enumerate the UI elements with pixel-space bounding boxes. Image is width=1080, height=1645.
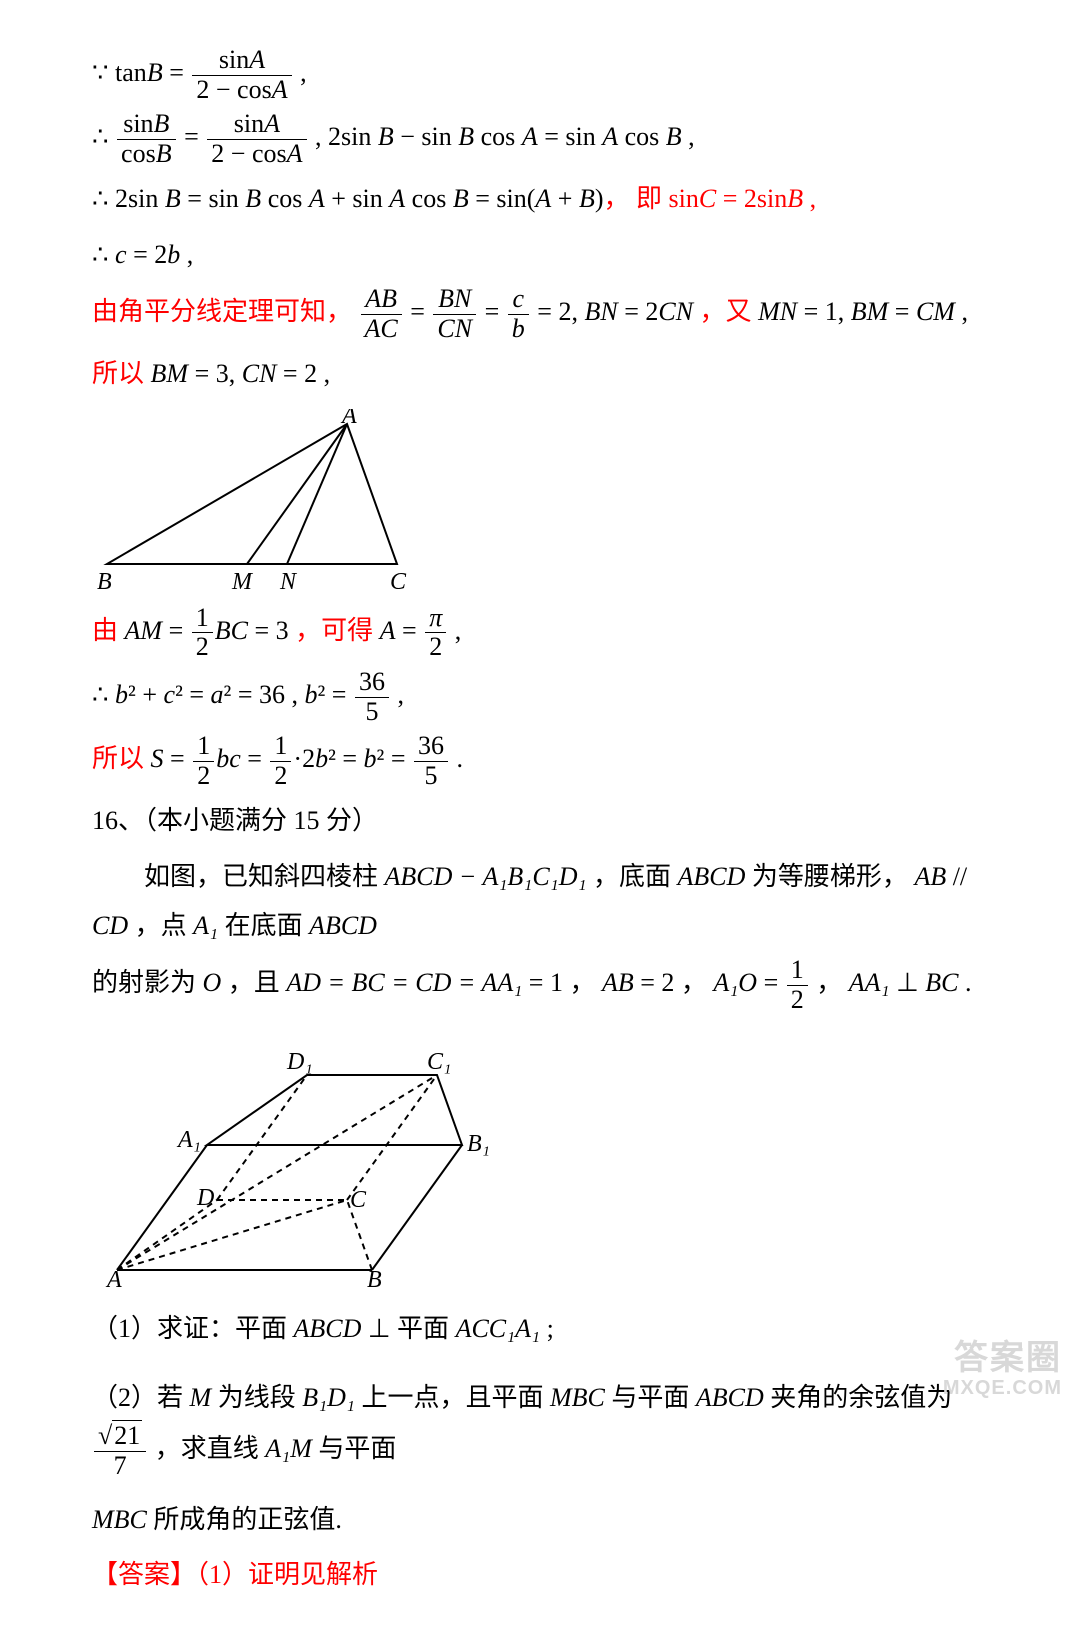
line-12: 的射影为 O ，且 AD = BC = CD = AA₁ = 1 ， AB = … xyxy=(92,956,988,1014)
line-3: ∴ 2sin B = sin B cos A + sin A cos B = s… xyxy=(92,174,988,223)
svg-text:B: B xyxy=(97,569,112,594)
line-9: 所以 S = 12bc = 12·2b² = b² = 365 . xyxy=(92,732,988,790)
line-13: （1）求证：平面 ABCD ⊥ 平面 ACC₁A₁ ; xyxy=(92,1304,988,1353)
line-4: ∴ c = 2b , xyxy=(92,230,988,279)
svg-text:N: N xyxy=(279,569,298,594)
svg-text:C₁: C₁ xyxy=(427,1049,451,1075)
prism-diagram: A B C D A₁ B₁ C₁ D₁ xyxy=(92,1025,492,1290)
line-7: 由 AM = 12BC = 3 ，可得 A = π2 , xyxy=(92,604,988,662)
line-11: 如图，已知斜四棱柱 ABCD − A₁B₁C₁D₁ ，底面 ABCD 为等腰梯形… xyxy=(92,852,988,951)
line-2: ∴ sinBcosB = sinA2 − cosA , 2sin B − sin… xyxy=(92,110,988,168)
line-1: ∵ tanB = sinA2 − cosA , xyxy=(92,46,988,104)
line-15: MBC 所成角的正弦值. xyxy=(92,1495,988,1544)
svg-text:A: A xyxy=(340,409,357,429)
line-6: 所以 BM = 3, CN = 2 , xyxy=(92,349,988,398)
svg-text:A₁: A₁ xyxy=(176,1127,201,1153)
line-14: （2）若 M 为线段 B₁D₁ 上一点，且平面 MBC 与平面 ABCD 夹角的… xyxy=(92,1373,988,1481)
svg-text:B: B xyxy=(367,1267,382,1290)
svg-text:M: M xyxy=(231,569,254,594)
svg-text:D: D xyxy=(196,1185,214,1211)
svg-text:C: C xyxy=(390,569,407,594)
line-5: 由角平分线定理可知， ABAC = BNCN = cb = 2, BN = 2C… xyxy=(92,285,988,343)
math-solution-page: ∵ tanB = sinA2 − cosA , ∴ sinBcosB = sin… xyxy=(0,0,1080,1645)
svg-text:B₁: B₁ xyxy=(467,1131,490,1157)
triangle-diagram: A B M N C xyxy=(92,409,432,594)
answer-line: 【答案】（1）证明见解析 xyxy=(92,1550,988,1599)
svg-text:A: A xyxy=(105,1267,122,1290)
line-8: ∴ b² + c² = a² = 36 , b² = 365 , xyxy=(92,668,988,726)
watermark: 答案圈 MXQE.COM xyxy=(943,1340,1062,1399)
problem-16-header: 16、（本小题满分 15 分） xyxy=(92,796,988,845)
svg-text:D₁: D₁ xyxy=(286,1049,313,1075)
svg-text:C: C xyxy=(350,1187,367,1213)
